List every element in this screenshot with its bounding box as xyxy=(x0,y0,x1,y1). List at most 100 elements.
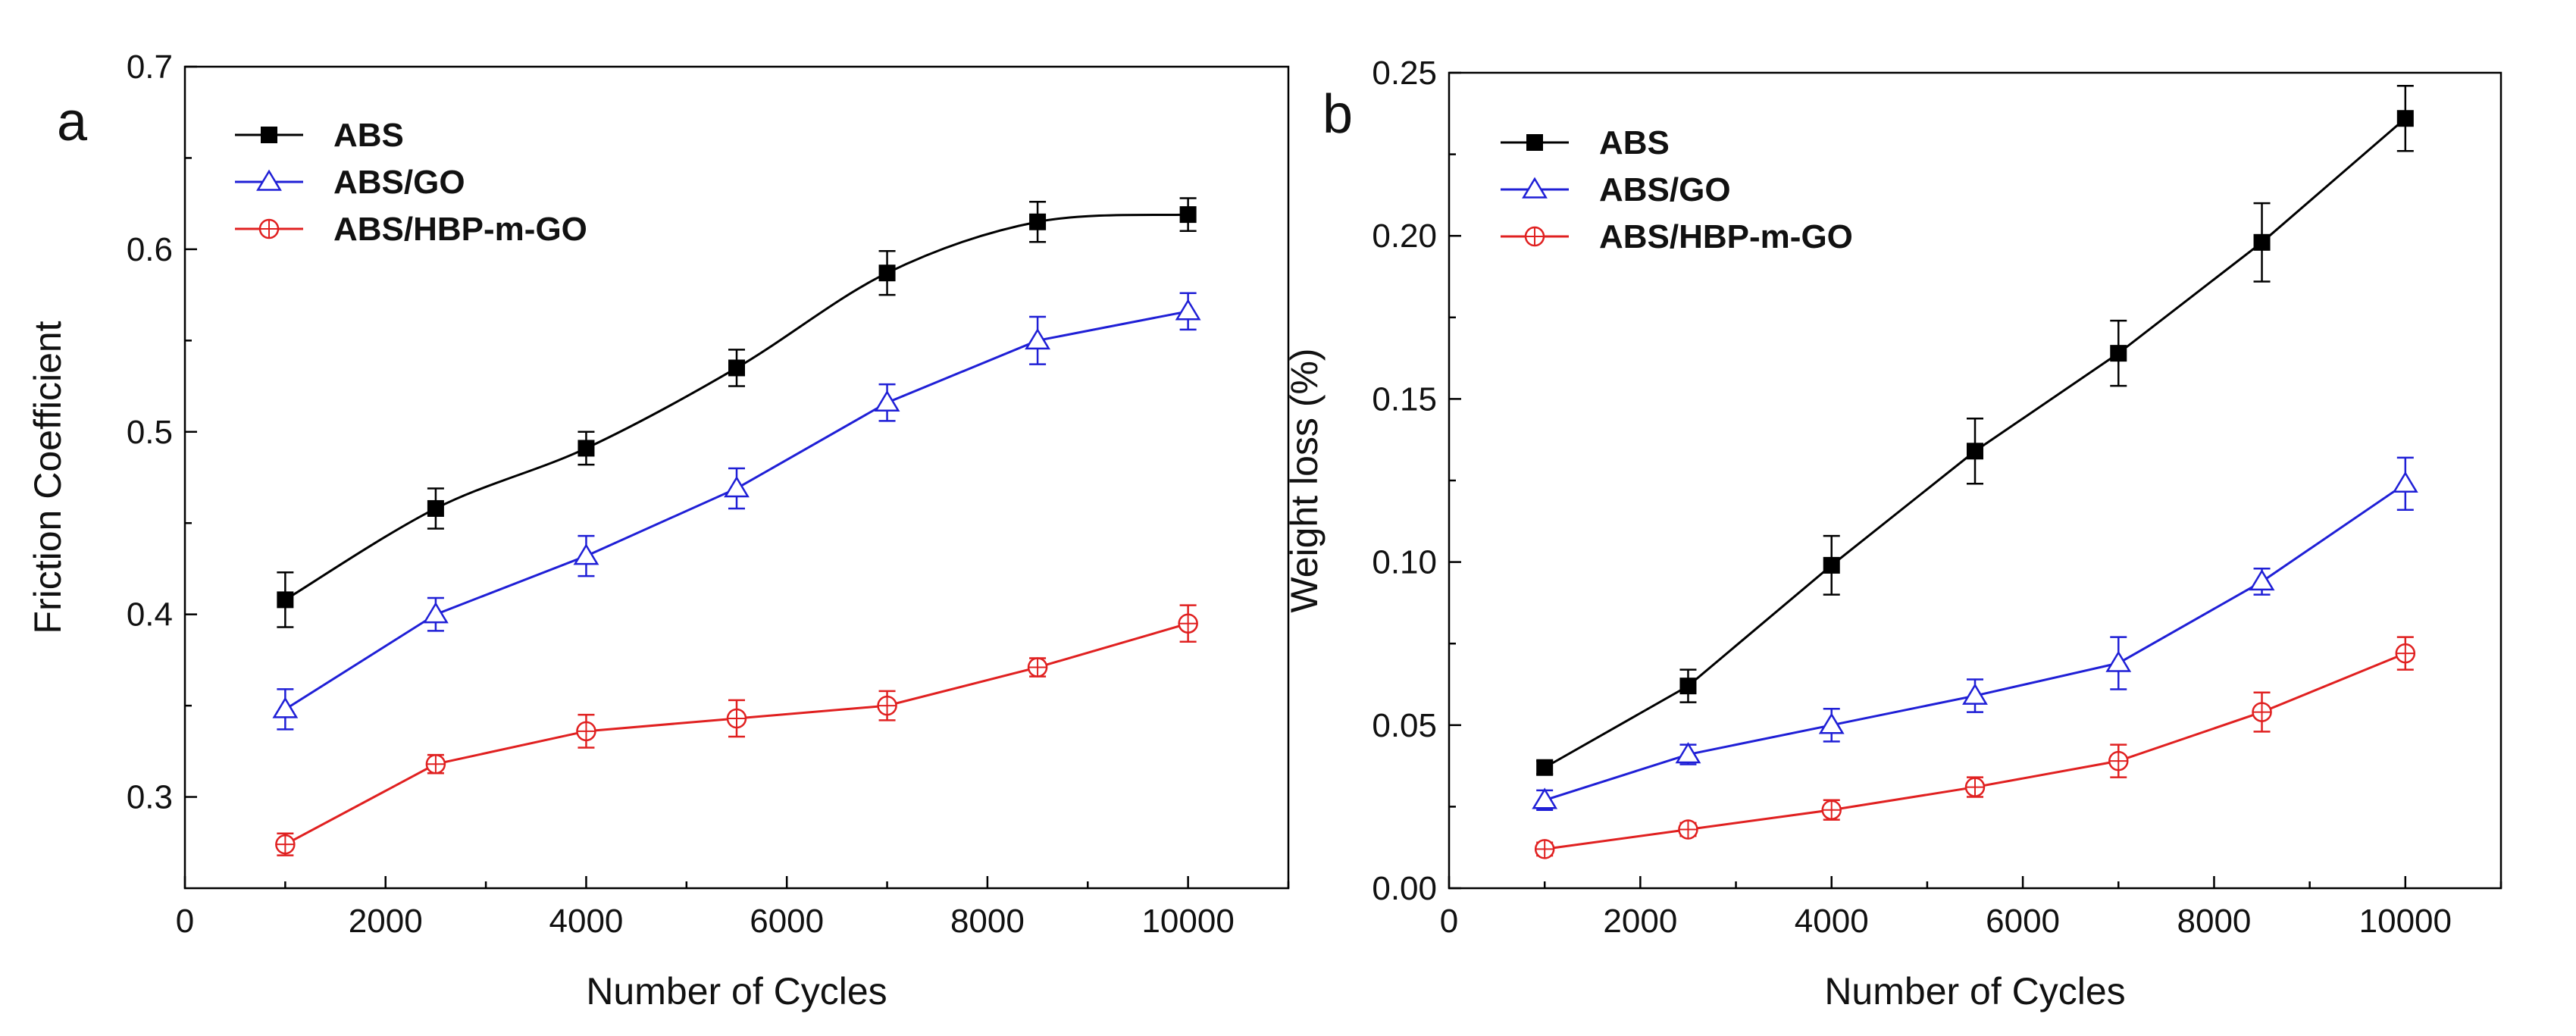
data-point xyxy=(275,834,296,855)
data-point xyxy=(1027,657,1048,678)
data-point xyxy=(1964,777,1986,797)
data-point xyxy=(576,721,596,742)
legend-item: ABS xyxy=(235,117,404,154)
data-point xyxy=(1821,800,1842,820)
x-tick-label: 2000 xyxy=(349,903,423,940)
data-point xyxy=(1818,712,1845,734)
y-tick-label: 0.00 xyxy=(1372,870,1437,907)
legend-marker xyxy=(1522,177,1548,199)
data-point xyxy=(1025,327,1050,350)
data-point xyxy=(1534,839,1555,859)
data-point xyxy=(1679,678,1697,695)
data-point xyxy=(2105,650,2132,672)
data-point xyxy=(573,543,599,565)
data-point xyxy=(2396,110,2414,127)
data-point xyxy=(874,390,900,412)
legend-label: ABS/GO xyxy=(333,164,465,201)
data-point xyxy=(1962,683,1988,705)
legend-label: ABS/HBP-m-GO xyxy=(333,211,587,248)
series-abs-hbp-m-go xyxy=(1534,636,2416,859)
data-point xyxy=(878,264,896,282)
data-point xyxy=(2253,233,2271,251)
data-point xyxy=(423,602,449,624)
data-point xyxy=(1675,742,1701,764)
legend-marker xyxy=(1524,226,1545,247)
series-line xyxy=(284,213,1188,601)
data-point xyxy=(2249,568,2275,591)
data-point xyxy=(1029,213,1047,230)
series-abs-go xyxy=(1532,456,2418,811)
data-point xyxy=(2108,750,2129,772)
y-tick-label: 0.6 xyxy=(127,231,173,268)
data-point xyxy=(1823,556,1840,574)
legend-item: ABS/GO xyxy=(1501,171,1731,208)
data-point xyxy=(2392,471,2418,493)
data-point xyxy=(427,499,444,517)
y-tick-label: 0.5 xyxy=(127,414,173,451)
x-tick-label: 8000 xyxy=(950,903,1025,940)
legend-label: ABS/GO xyxy=(1599,171,1731,208)
legend: ABS ABS/GO ABS/HBP-m-GO xyxy=(1501,124,1853,255)
y-axis-title: Friction Coefficient xyxy=(27,321,69,634)
plot-frame xyxy=(183,65,1290,890)
legend-item: ABS xyxy=(1501,124,1670,161)
data-point xyxy=(577,440,595,457)
panel-label: a xyxy=(57,92,88,152)
legend-label: ABS xyxy=(1599,124,1670,161)
series-line xyxy=(1544,483,2406,802)
data-point xyxy=(1179,206,1197,224)
legend-item: ABS/HBP-m-GO xyxy=(235,211,587,248)
data-point xyxy=(425,753,446,775)
data-point xyxy=(1536,759,1554,776)
data-point xyxy=(1175,299,1201,321)
legend-item: ABS/HBP-m-GO xyxy=(1501,218,1853,255)
legend-marker xyxy=(261,127,277,143)
y-tick-label: 0.15 xyxy=(1372,380,1437,418)
data-point xyxy=(2395,643,2416,664)
x-tick-label: 10000 xyxy=(2359,903,2452,940)
x-axis-title: Number of Cycles xyxy=(586,970,887,1013)
data-point xyxy=(272,696,299,718)
y-tick-label: 0.7 xyxy=(127,49,173,86)
y-tick-label: 0.20 xyxy=(1372,218,1437,255)
series-abs xyxy=(1536,84,2414,776)
y-tick-label: 0.10 xyxy=(1372,544,1437,581)
legend-marker xyxy=(258,218,280,239)
legend-marker xyxy=(1526,134,1543,151)
x-tick-label: 4000 xyxy=(1795,903,1869,940)
data-point xyxy=(724,476,750,498)
y-axis-title: Weight loss (%) xyxy=(1283,348,1326,612)
data-point xyxy=(1178,613,1198,634)
x-tick-label: 8000 xyxy=(2177,903,2252,940)
x-tick-label: 0 xyxy=(176,903,194,940)
series-abs xyxy=(277,197,1197,628)
x-tick-label: 6000 xyxy=(750,903,824,940)
data-point xyxy=(2110,345,2127,362)
y-tick-label: 0.4 xyxy=(127,596,173,634)
data-point xyxy=(726,708,747,729)
y-tick-label: 0.25 xyxy=(1372,55,1437,92)
x-tick-label: 2000 xyxy=(1603,903,1677,940)
y-tick-label: 0.05 xyxy=(1372,707,1437,744)
legend-item: ABS/GO xyxy=(235,164,465,201)
x-axis-title: Number of Cycles xyxy=(1824,970,2125,1013)
y-tick-label: 0.3 xyxy=(127,779,173,816)
data-point xyxy=(1532,787,1558,809)
chart-panel-b: 0 2000 4000 6000 8000 10000 0.00 0.05 0.10 0.15 0.… xyxy=(1283,55,2502,1013)
legend-marker xyxy=(256,169,282,191)
x-tick-label: 0 xyxy=(1440,903,1458,940)
legend-label: ABS/HBP-m-GO xyxy=(1599,218,1853,255)
data-point xyxy=(1678,819,1698,840)
data-point xyxy=(728,359,745,377)
x-tick-label: 10000 xyxy=(1141,903,1234,940)
legend: ABS ABS/GO ABS/HBP-m-GO xyxy=(235,117,587,248)
panel-label: b xyxy=(1322,84,1353,145)
data-point xyxy=(2252,702,2272,722)
x-tick-label: 6000 xyxy=(1986,903,2060,940)
series-abs-go xyxy=(272,292,1201,731)
data-point xyxy=(877,695,897,716)
legend-label: ABS xyxy=(333,117,404,154)
series-abs-hbp-m-go xyxy=(275,604,1198,856)
chart-panel-a: 0 2000 4000 6000 8000 10000 0.3 0.4 0.5 0.6 0.7 Num… xyxy=(27,49,1290,1013)
